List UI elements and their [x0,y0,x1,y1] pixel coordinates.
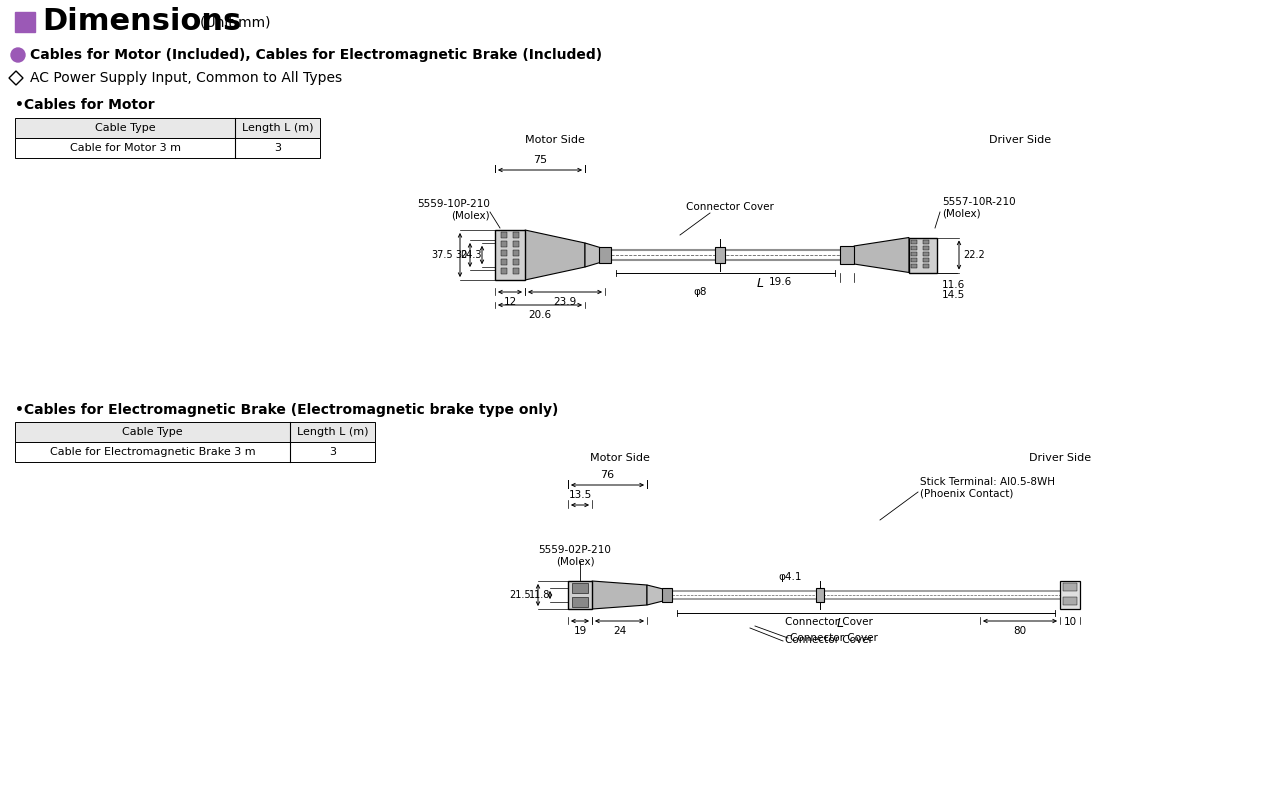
Text: Driver Side: Driver Side [1029,453,1091,463]
Text: 75: 75 [532,155,547,165]
Text: Length L (m): Length L (m) [242,123,314,133]
Text: 3: 3 [274,143,282,153]
Text: 37.5: 37.5 [431,250,453,260]
Text: Motor Side: Motor Side [590,453,650,463]
Text: 24.3: 24.3 [461,250,483,260]
Text: 76: 76 [600,470,614,480]
Text: AC Power Supply Input, Common to All Types: AC Power Supply Input, Common to All Typ… [29,71,342,85]
Bar [716,247,724,263]
Polygon shape [646,585,667,605]
Bar [500,268,507,274]
Text: L: L [756,277,763,290]
Text: Dimensions: Dimensions [42,7,241,37]
Text: 20.6: 20.6 [529,310,552,320]
Text: 80: 80 [1014,626,1027,636]
Text: Cables for Motor (Included), Cables for Electromagnetic Brake (Included): Cables for Motor (Included), Cables for … [29,48,602,62]
Bar [15,442,375,462]
Text: 13.5: 13.5 [568,490,591,500]
Text: Connector Cover: Connector Cover [686,202,774,212]
Bar [513,259,518,265]
Bar [1062,583,1076,591]
Text: •Cables for Motor: •Cables for Motor [15,98,155,112]
Bar [15,138,320,158]
Text: Motor Side: Motor Side [525,135,585,145]
Bar [911,239,916,243]
Bar [923,251,929,255]
Circle shape [12,48,26,62]
Text: 11.6: 11.6 [942,281,965,290]
Text: Cable for Electromagnetic Brake 3 m: Cable for Electromagnetic Brake 3 m [50,447,255,457]
Text: Cable Type: Cable Type [95,123,155,133]
Text: 24: 24 [613,626,626,636]
Bar [513,250,518,256]
Bar [513,241,518,247]
Bar [15,422,375,442]
Text: 19.6: 19.6 [768,277,791,287]
Text: 30: 30 [456,250,468,260]
Text: Connector Cover: Connector Cover [790,633,878,643]
Text: 10: 10 [1064,617,1076,627]
Bar [572,597,588,607]
Text: φ4.1: φ4.1 [778,572,801,582]
Bar [911,258,916,262]
Text: 19: 19 [573,626,586,636]
Bar [500,259,507,265]
Text: 23.9: 23.9 [553,297,576,307]
Polygon shape [525,230,585,280]
Bar [572,583,588,593]
Text: (Unit mm): (Unit mm) [200,15,270,29]
Text: 5559-02P-210
(Molex): 5559-02P-210 (Molex) [539,545,612,567]
Bar [15,12,35,32]
Bar [662,588,672,602]
Text: Driver Side: Driver Side [989,135,1051,145]
Bar [911,263,916,267]
Text: 14.5: 14.5 [942,290,965,301]
Bar [911,246,916,250]
Text: 11.8: 11.8 [529,590,550,600]
Text: 5557-10R-210
(Molex): 5557-10R-210 (Molex) [942,197,1015,219]
Text: Connector Cover: Connector Cover [785,635,873,645]
Bar [1060,581,1080,609]
Text: 5559-10P-210
(Molex): 5559-10P-210 (Molex) [417,200,490,221]
Text: 12: 12 [503,297,517,307]
Bar [568,581,591,609]
Polygon shape [585,243,605,267]
Polygon shape [591,581,646,609]
Text: 21.5: 21.5 [509,590,531,600]
Text: 22.2: 22.2 [963,250,984,260]
Bar [909,238,937,273]
Bar [500,241,507,247]
Bar [911,251,916,255]
Bar [923,258,929,262]
Bar [15,118,320,138]
Bar [500,232,507,238]
Text: 3: 3 [329,447,335,457]
Text: Stick Terminal: AI0.5-8WH
(Phoenix Contact): Stick Terminal: AI0.5-8WH (Phoenix Conta… [920,477,1055,498]
Bar [923,246,929,250]
Bar [513,268,518,274]
Text: •Cables for Electromagnetic Brake (Electromagnetic brake type only): •Cables for Electromagnetic Brake (Elect… [15,403,558,417]
Text: Cable Type: Cable Type [122,427,183,437]
Bar [840,246,854,264]
Text: Length L (m): Length L (m) [297,427,369,437]
Bar [599,247,611,263]
Bar [923,263,929,267]
Polygon shape [854,238,909,273]
Bar [495,230,525,280]
Bar [817,588,824,602]
Bar [1062,597,1076,605]
Bar [500,250,507,256]
Text: φ8: φ8 [694,287,707,297]
Bar [923,239,929,243]
Text: Connector Cover: Connector Cover [785,617,873,627]
Text: L: L [837,617,844,630]
Text: Cable for Motor 3 m: Cable for Motor 3 m [69,143,180,153]
Bar [513,232,518,238]
